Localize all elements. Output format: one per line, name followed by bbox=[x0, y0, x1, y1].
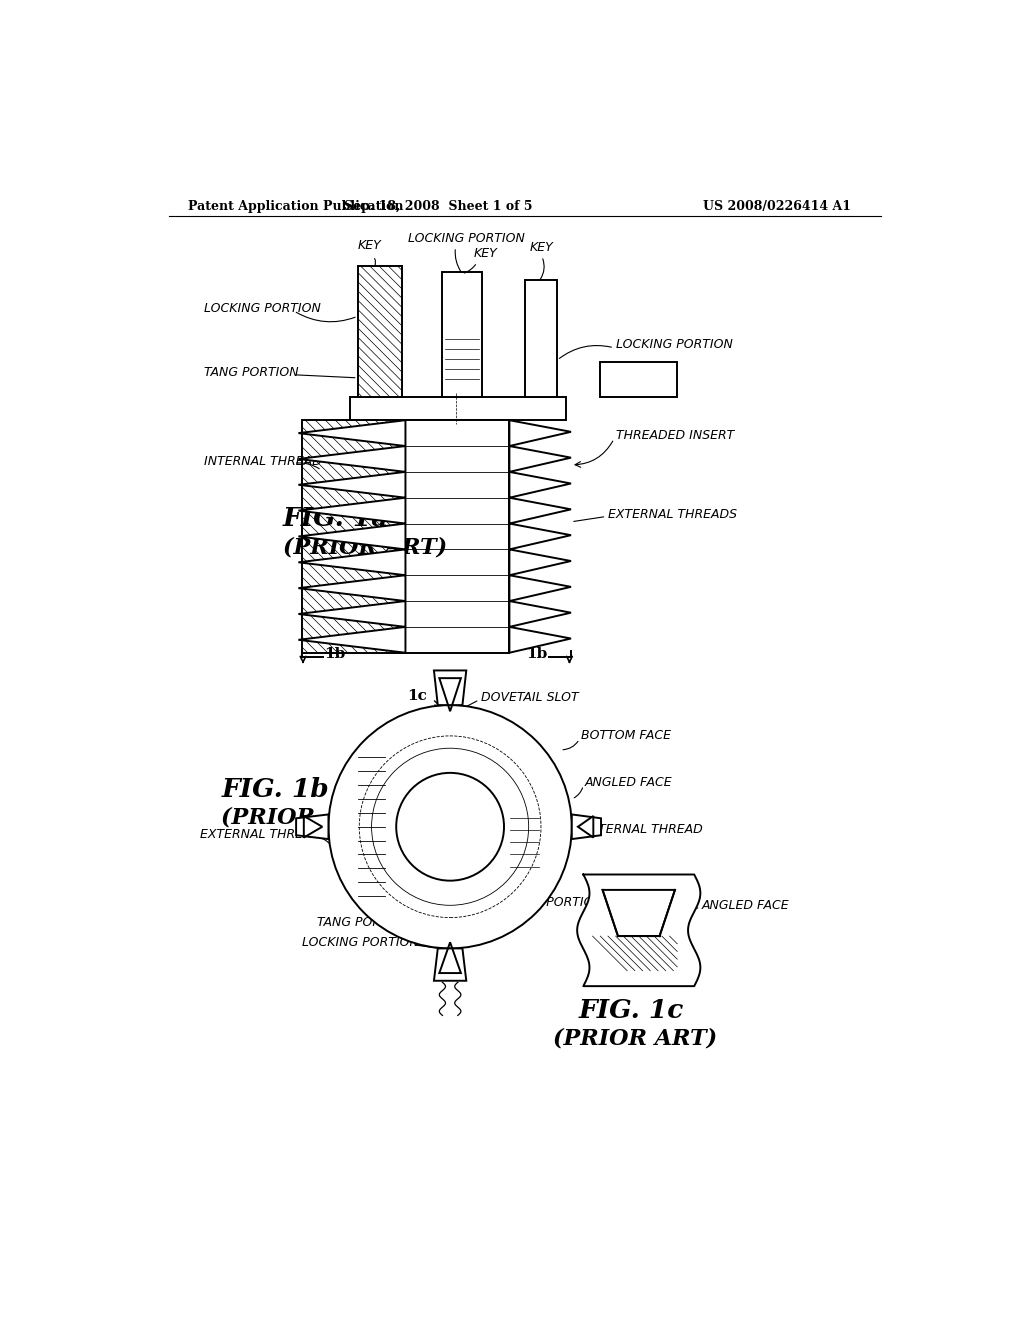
Text: TANG PORTION: TANG PORTION bbox=[316, 916, 412, 929]
Text: 1c: 1c bbox=[408, 689, 427, 702]
Polygon shape bbox=[434, 949, 466, 981]
Text: ANGLED FACE: ANGLED FACE bbox=[609, 884, 697, 898]
Polygon shape bbox=[578, 875, 700, 986]
Circle shape bbox=[329, 705, 571, 949]
Text: TANG PORTION: TANG PORTION bbox=[204, 366, 298, 379]
Text: LOCKING PORTION: LOCKING PORTION bbox=[301, 936, 419, 949]
Text: (PRIOR ART): (PRIOR ART) bbox=[553, 1027, 717, 1049]
Text: INTERNAL THREAD: INTERNAL THREAD bbox=[585, 824, 702, 837]
Text: FIG. 1c: FIG. 1c bbox=[579, 998, 684, 1023]
Text: KEY: KEY bbox=[473, 247, 497, 260]
Polygon shape bbox=[434, 671, 466, 705]
Polygon shape bbox=[509, 420, 571, 653]
Polygon shape bbox=[350, 397, 565, 420]
Text: 1b: 1b bbox=[526, 647, 548, 661]
Text: THREADED INSERT: THREADED INSERT bbox=[615, 429, 734, 442]
Text: US 2008/0226414 A1: US 2008/0226414 A1 bbox=[703, 199, 851, 213]
Text: Patent Application Publication: Patent Application Publication bbox=[188, 199, 403, 213]
Polygon shape bbox=[301, 420, 406, 653]
Polygon shape bbox=[296, 814, 329, 840]
Circle shape bbox=[396, 774, 504, 880]
Text: EXTERNAL THREADS: EXTERNAL THREADS bbox=[608, 508, 737, 520]
Text: LOCKING PORTION: LOCKING PORTION bbox=[408, 231, 524, 244]
Polygon shape bbox=[524, 280, 557, 397]
Polygon shape bbox=[406, 420, 509, 653]
Polygon shape bbox=[442, 272, 482, 397]
Polygon shape bbox=[600, 363, 677, 397]
Text: Sep. 18, 2008  Sheet 1 of 5: Sep. 18, 2008 Sheet 1 of 5 bbox=[344, 199, 532, 213]
Text: FIG. 1a: FIG. 1a bbox=[283, 507, 389, 531]
Text: LOCKING PORTION: LOCKING PORTION bbox=[486, 896, 603, 908]
Text: KEY: KEY bbox=[357, 239, 381, 252]
Polygon shape bbox=[602, 890, 675, 936]
Text: BOTTOM FACE: BOTTOM FACE bbox=[581, 730, 671, 742]
Polygon shape bbox=[298, 420, 406, 653]
Polygon shape bbox=[357, 267, 402, 397]
Text: LOCKING PORTION: LOCKING PORTION bbox=[204, 302, 321, 315]
Text: (PRIOR ART): (PRIOR ART) bbox=[221, 807, 386, 829]
Text: ANGLED FACE: ANGLED FACE bbox=[701, 899, 790, 912]
Text: DOVETAIL SLOT: DOVETAIL SLOT bbox=[481, 690, 579, 704]
Text: 1b: 1b bbox=[325, 647, 346, 661]
Text: LOCKING PORTION: LOCKING PORTION bbox=[615, 338, 732, 351]
Text: (PRIOR ART): (PRIOR ART) bbox=[283, 536, 447, 558]
Text: ANGLED FACE: ANGLED FACE bbox=[585, 776, 673, 788]
Text: KEY: KEY bbox=[529, 240, 554, 253]
Text: EXTERNAL THREADS: EXTERNAL THREADS bbox=[200, 828, 329, 841]
Polygon shape bbox=[571, 814, 601, 840]
Text: FIG. 1b: FIG. 1b bbox=[221, 777, 329, 803]
Text: INTERNAL THREAD: INTERNAL THREAD bbox=[204, 454, 322, 467]
